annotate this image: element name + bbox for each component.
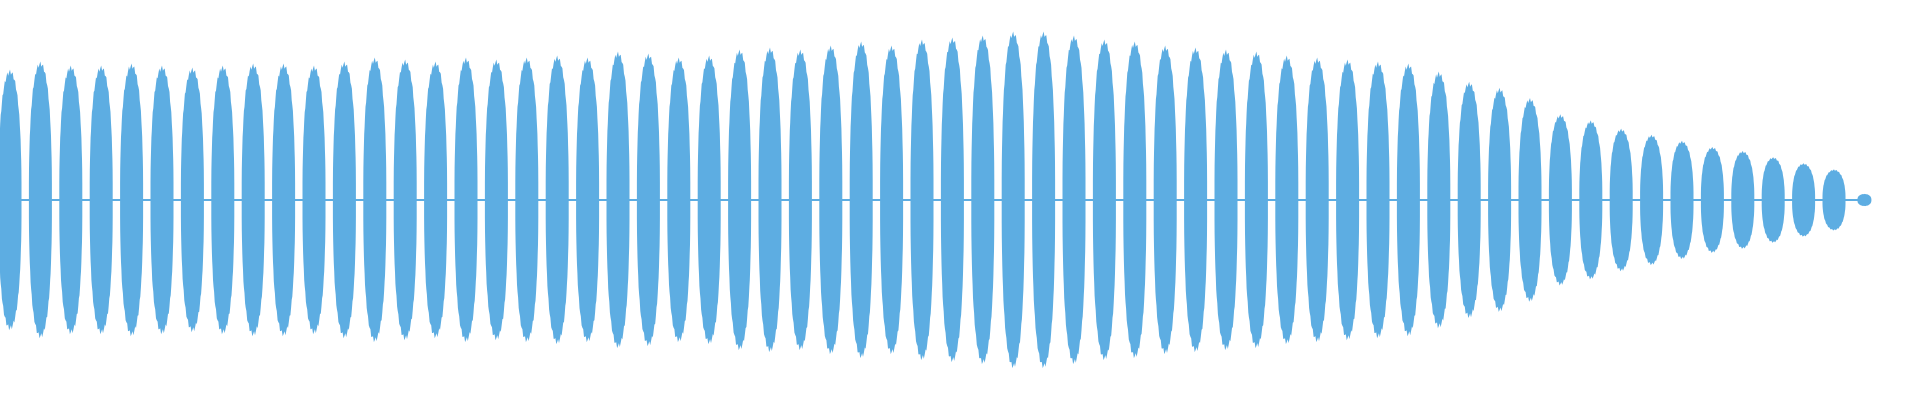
waveform-pulse (910, 39, 934, 361)
waveform-pulse (1001, 31, 1025, 369)
waveform-pulse (1488, 87, 1512, 312)
waveform-pulse (1822, 169, 1846, 231)
waveform-pulse (1670, 140, 1694, 259)
waveform-pulse (28, 61, 52, 339)
waveform-pulse (1518, 98, 1542, 302)
waveform-pulse (484, 59, 508, 341)
waveform-pulse (576, 57, 600, 343)
waveform-pulse (1609, 128, 1633, 272)
waveform-pulse (424, 61, 448, 339)
waveform-pulse (1640, 134, 1664, 266)
waveform-pulse (1396, 63, 1420, 337)
waveform-pulse (1548, 114, 1572, 286)
waveform-pulse (1062, 35, 1086, 365)
waveform-pulse (302, 65, 326, 335)
waveform-pulse (150, 65, 174, 335)
waveform-pulse (1214, 49, 1238, 351)
waveform-pulse (1092, 39, 1116, 361)
waveform-pulse (971, 35, 995, 365)
waveform-pulse (59, 65, 83, 335)
waveform-pulse (1123, 41, 1147, 359)
waveform-pulse (606, 51, 630, 349)
waveform-pulse (120, 63, 144, 337)
waveform-pulse (636, 53, 660, 347)
waveform-pulse (1366, 61, 1390, 339)
waveform-pulse (940, 37, 964, 363)
waveform-pulse (0, 69, 22, 331)
waveform-pulse (849, 41, 873, 359)
waveform-pulse (728, 49, 752, 351)
waveform-pulse (1857, 193, 1872, 207)
waveform-pulse (1184, 47, 1208, 353)
waveform-pulse (332, 61, 356, 339)
waveform-pulse (1336, 59, 1360, 341)
waveform-pulse (788, 49, 812, 351)
waveform-pulse (697, 55, 721, 345)
waveform-pulse (758, 47, 782, 353)
waveform-pulse (180, 67, 204, 333)
waveform-pulse (667, 57, 691, 343)
waveform-pulse (1275, 55, 1299, 345)
waveform-pulse (272, 63, 296, 337)
waveform-pulse (1792, 163, 1816, 237)
waveform-pulse (1579, 120, 1603, 280)
waveform-pulse (241, 63, 265, 337)
waveform-pulse (515, 57, 539, 343)
waveform-pulse (363, 57, 387, 343)
waveform-pulse (1731, 151, 1755, 249)
waveform-pulse (89, 65, 113, 335)
waveform-pulse (819, 45, 843, 355)
waveform-pulse (880, 45, 904, 355)
waveform-pulse (1305, 57, 1329, 343)
waveform-pulse (545, 55, 569, 345)
waveform-pulse (1244, 51, 1268, 349)
waveform-pulse (1457, 81, 1481, 318)
waveform-pulse (1032, 31, 1056, 369)
waveform-pulse (1700, 147, 1724, 253)
waveform-pulse (454, 57, 478, 343)
waveform-pulse (1153, 45, 1177, 355)
waveform-pulses (0, 31, 1872, 369)
waveform-pulse (1761, 157, 1785, 243)
waveform-pulse (211, 65, 235, 335)
waveform-pulse (393, 59, 417, 341)
waveform-pulse (1427, 71, 1451, 329)
